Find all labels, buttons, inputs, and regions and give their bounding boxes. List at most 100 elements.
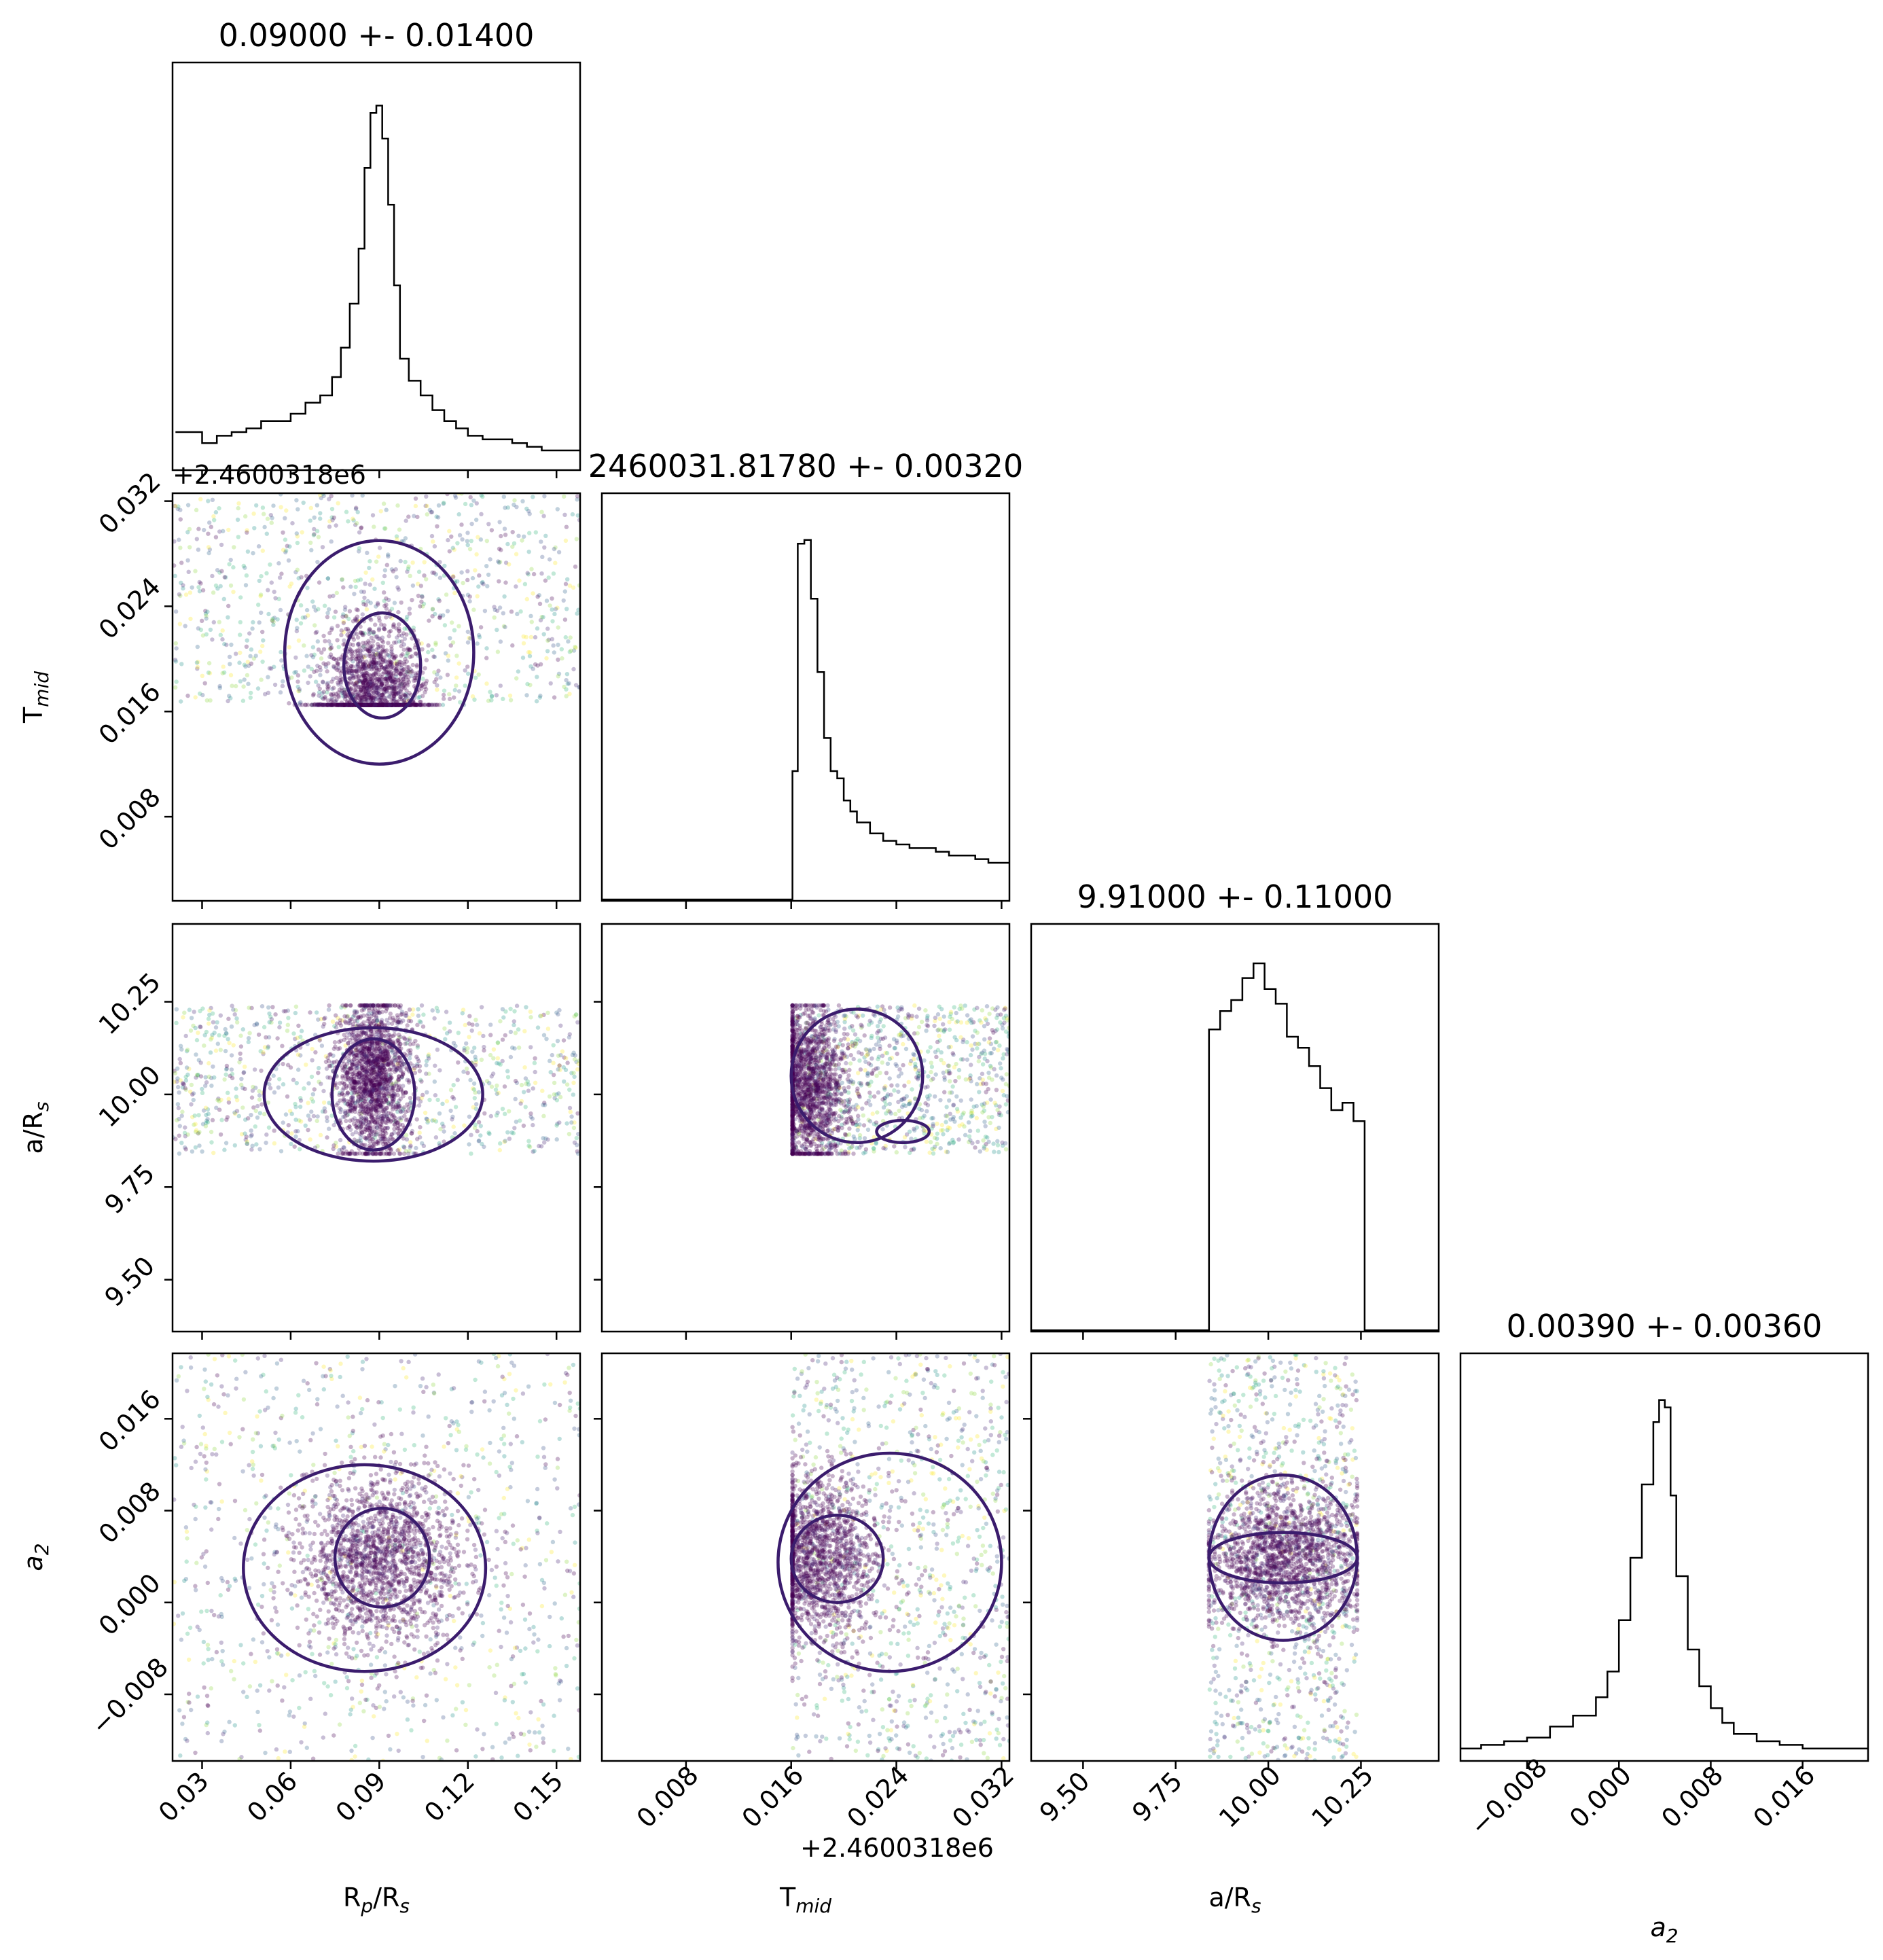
scatter-point [389,567,395,572]
scatter-point [377,1068,382,1073]
scatter-point [465,629,470,635]
scatter-point [370,1059,376,1065]
scatter-point [533,635,538,640]
scatter-point [367,1101,372,1106]
scatter-point [362,595,367,601]
scatter-point [420,702,425,707]
scatter-point [217,506,221,511]
scatter-point [357,1003,362,1008]
scatter-point [345,702,350,707]
scatter-point [542,1101,547,1105]
scatter-point [366,695,371,700]
scatter-point [406,564,411,569]
scatter-point [374,1152,378,1156]
scatter-point [370,1067,374,1072]
scatter-point [391,1093,395,1098]
scatter-point [342,607,348,612]
scatter-point [327,1052,332,1057]
scatter-point [293,1118,298,1122]
scatter-point [376,677,381,681]
scatter-point [315,629,319,635]
scatter-point [372,702,377,707]
scatter-point [396,1077,401,1082]
scatter-point [349,649,355,655]
scatter-point [415,702,420,707]
scatter-point [363,653,368,658]
scatter-point [380,686,384,691]
scatter-point [384,677,390,682]
scatter-point [370,1084,375,1089]
scatter-point [386,702,391,707]
scatter-point [370,1129,374,1134]
scatter-point [367,682,372,687]
scatter-point [264,531,269,536]
scatter-point [399,697,405,702]
scatter-point [388,1067,393,1072]
scatter-point [389,1059,394,1064]
scatter-point [361,692,367,697]
scatter-point [378,1081,382,1086]
scatter-point [562,494,567,499]
scatter-point [348,676,353,681]
scatter-point [358,684,363,690]
scatter-point [240,1105,245,1110]
scatter-point [494,693,499,698]
scatter-point [370,1091,374,1097]
scatter-point [389,670,393,675]
scatter-point [433,641,438,645]
scatter-point [382,1058,387,1063]
scatter-point [531,591,535,596]
scatter-point [362,663,367,668]
scatter-point [366,1012,371,1016]
scatter-point [563,635,568,640]
scatter-point [390,702,395,707]
scatter-point [447,696,452,702]
scatter-point [275,617,280,622]
scatter-point [361,1030,365,1035]
scatter-point [389,683,393,689]
scatter-point [375,702,380,707]
scatter-point [401,698,407,702]
scatter-point [573,645,577,649]
scatter-point [264,1140,268,1145]
scatter-point [372,1070,376,1075]
scatter-point [382,1152,387,1156]
scatter-point [401,666,406,672]
scatter-point [327,654,332,660]
scatter-point [576,607,580,612]
scatter-point [571,1125,577,1130]
scatter-point [467,599,472,604]
scatter-point [389,659,393,664]
scatter-point [420,694,425,698]
scatter-point [382,670,387,675]
scatter-point [380,1096,385,1101]
scatter-point [535,626,540,631]
scatter-point [380,702,385,707]
scatter-point [361,1084,366,1090]
scatter-point [344,669,349,674]
scatter-point [387,702,391,707]
scatter-point [235,517,240,522]
scatter-point [405,1023,410,1028]
scatter-point [221,596,226,601]
scatter-point [383,702,388,707]
scatter-point [367,1093,372,1099]
scatter-point [349,1095,354,1101]
scatter-point [365,1073,370,1079]
scatter-point [316,1017,321,1022]
scatter-point [379,1100,384,1105]
scatter-point [387,675,393,680]
scatter-point [345,1014,351,1019]
scatter-point [454,675,459,680]
scatter-point [383,1137,388,1141]
scatter-point [396,1131,401,1137]
scatter-point [353,1048,359,1052]
scatter-point [410,669,414,674]
scatter-point [380,702,385,707]
scatter-point [206,1111,211,1116]
scatter-point [410,560,415,565]
scatter-point [521,1123,526,1128]
scatter-point [365,1077,370,1082]
scatter-point [373,702,378,707]
scatter-point [425,503,429,508]
